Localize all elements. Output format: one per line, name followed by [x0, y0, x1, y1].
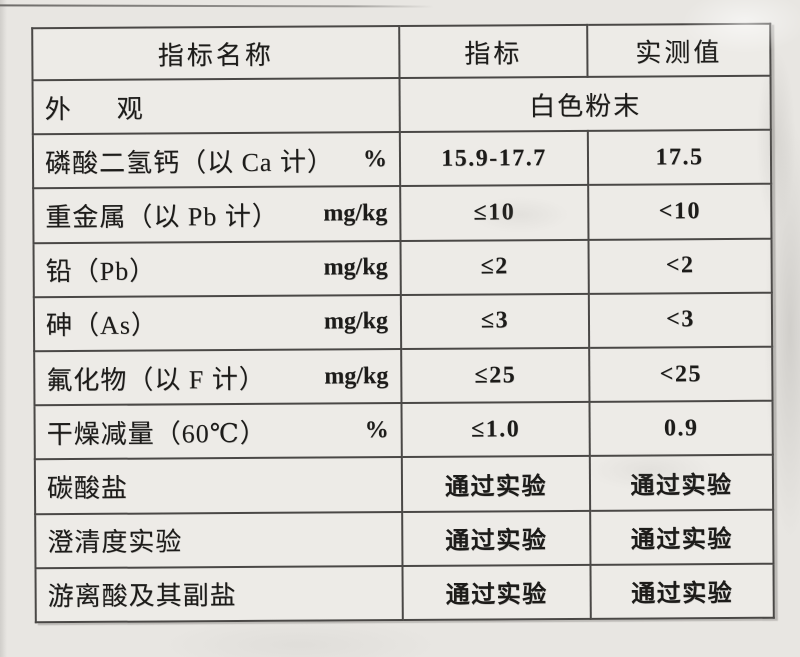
scan-edge-line — [0, 4, 435, 8]
table-row: 澄清度实验 通过实验 通过实验 — [35, 509, 774, 568]
measured-value: 通过实验 — [589, 455, 774, 511]
spec-value: ≤10 — [400, 185, 589, 241]
indicator-name-cell: 干燥减量（60℃） % — [34, 403, 402, 460]
indicator-name-cell: 重金属（以 Pb 计） mg/kg — [33, 186, 401, 243]
table-row: 氟化物（以 F 计） mg/kg ≤25 <25 — [34, 346, 773, 406]
table-row: 游离酸及其副盐 通过实验 通过实验 — [35, 563, 774, 623]
indicator-unit: mg/kg — [323, 308, 389, 335]
table-row: 铅（Pb） mg/kg ≤2 <2 — [33, 238, 772, 298]
header-measured-value: 实测值 — [587, 23, 771, 77]
indicator-unit: mg/kg — [323, 200, 388, 227]
measured-value: <10 — [588, 184, 772, 240]
indicator-name-cell: 澄清度实验 — [35, 511, 403, 568]
spec-value: 通过实验 — [402, 564, 591, 621]
indicator-unit: % — [362, 145, 388, 173]
table-row: 干燥减量（60℃） % ≤1.0 0.9 — [34, 400, 773, 460]
spec-value: ≤25 — [401, 347, 590, 404]
indicator-name-cell: 铅（Pb） mg/kg — [33, 240, 401, 298]
spec-value: 通过实验 — [401, 456, 591, 512]
indicator-name: 游离酸及其副盐 — [47, 581, 237, 612]
indicator-name-cell: 碳酸盐 — [34, 457, 403, 514]
table-row: 重金属（以 Pb 计） mg/kg ≤10 <10 — [33, 184, 772, 243]
measured-value: 通过实验 — [590, 563, 774, 619]
appearance-value: 白色粉末 — [399, 75, 771, 133]
measured-value: 17.5 — [587, 129, 772, 186]
measured-value: <2 — [588, 238, 772, 294]
indicator-name: 磷酸二氢钙（以 Ca 计） — [44, 147, 334, 178]
measured-value: 0.9 — [589, 400, 773, 457]
indicator-name: 碳酸盐 — [46, 473, 129, 504]
indicator-name-cell: 砷（As） mg/kg — [33, 294, 402, 352]
indicator-name: 氟化物（以 F 计） — [46, 364, 266, 395]
table-row: 磷酸二氢钙（以 Ca 计） % 15.9-17.7 17.5 — [32, 129, 772, 189]
indicator-name: 砷（As） — [45, 310, 159, 341]
header-spec: 指标 — [399, 24, 588, 79]
indicator-name-cell: 氟化物（以 F 计） mg/kg — [34, 348, 402, 406]
table-row: 砷（As） mg/kg ≤3 <3 — [33, 292, 773, 352]
table-row-appearance: 外 观 白色粉末 — [32, 75, 771, 135]
indicator-name-cell: 磷酸二氢钙（以 Ca 计） % — [32, 132, 401, 189]
spec-value: ≤2 — [400, 239, 589, 295]
indicator-name: 澄清度实验 — [47, 527, 183, 558]
indicator-name: 外 观 — [44, 94, 144, 124]
spec-value: ≤1.0 — [401, 401, 590, 458]
measured-value: 通过实验 — [590, 509, 774, 565]
measured-value: <3 — [588, 292, 773, 348]
quality-inspection-table: 指标名称 指标 实测值 外 观 白色粉末 磷酸二氢钙（以 Ca 计） % 15.… — [31, 22, 775, 624]
indicator-name: 重金属（以 Pb 计） — [45, 201, 279, 233]
header-indicator-name: 指标名称 — [32, 26, 400, 81]
table-row: 碳酸盐 通过实验 通过实验 — [34, 455, 774, 514]
indicator-name: 铅（Pb） — [45, 256, 157, 287]
indicator-unit: mg/kg — [324, 362, 389, 390]
indicator-name: 干燥减量（60℃） — [46, 418, 267, 449]
spec-value: ≤3 — [400, 293, 590, 349]
indicator-name-cell: 外 观 — [32, 78, 400, 135]
spec-value: 通过实验 — [402, 510, 591, 566]
indicator-unit: % — [364, 416, 389, 443]
measured-value: <25 — [589, 346, 773, 402]
table-header-row: 指标名称 指标 实测值 — [32, 23, 771, 81]
indicator-unit: mg/kg — [323, 254, 388, 281]
indicator-name-cell: 游离酸及其副盐 — [35, 565, 403, 623]
spec-value: 15.9-17.7 — [399, 131, 589, 187]
